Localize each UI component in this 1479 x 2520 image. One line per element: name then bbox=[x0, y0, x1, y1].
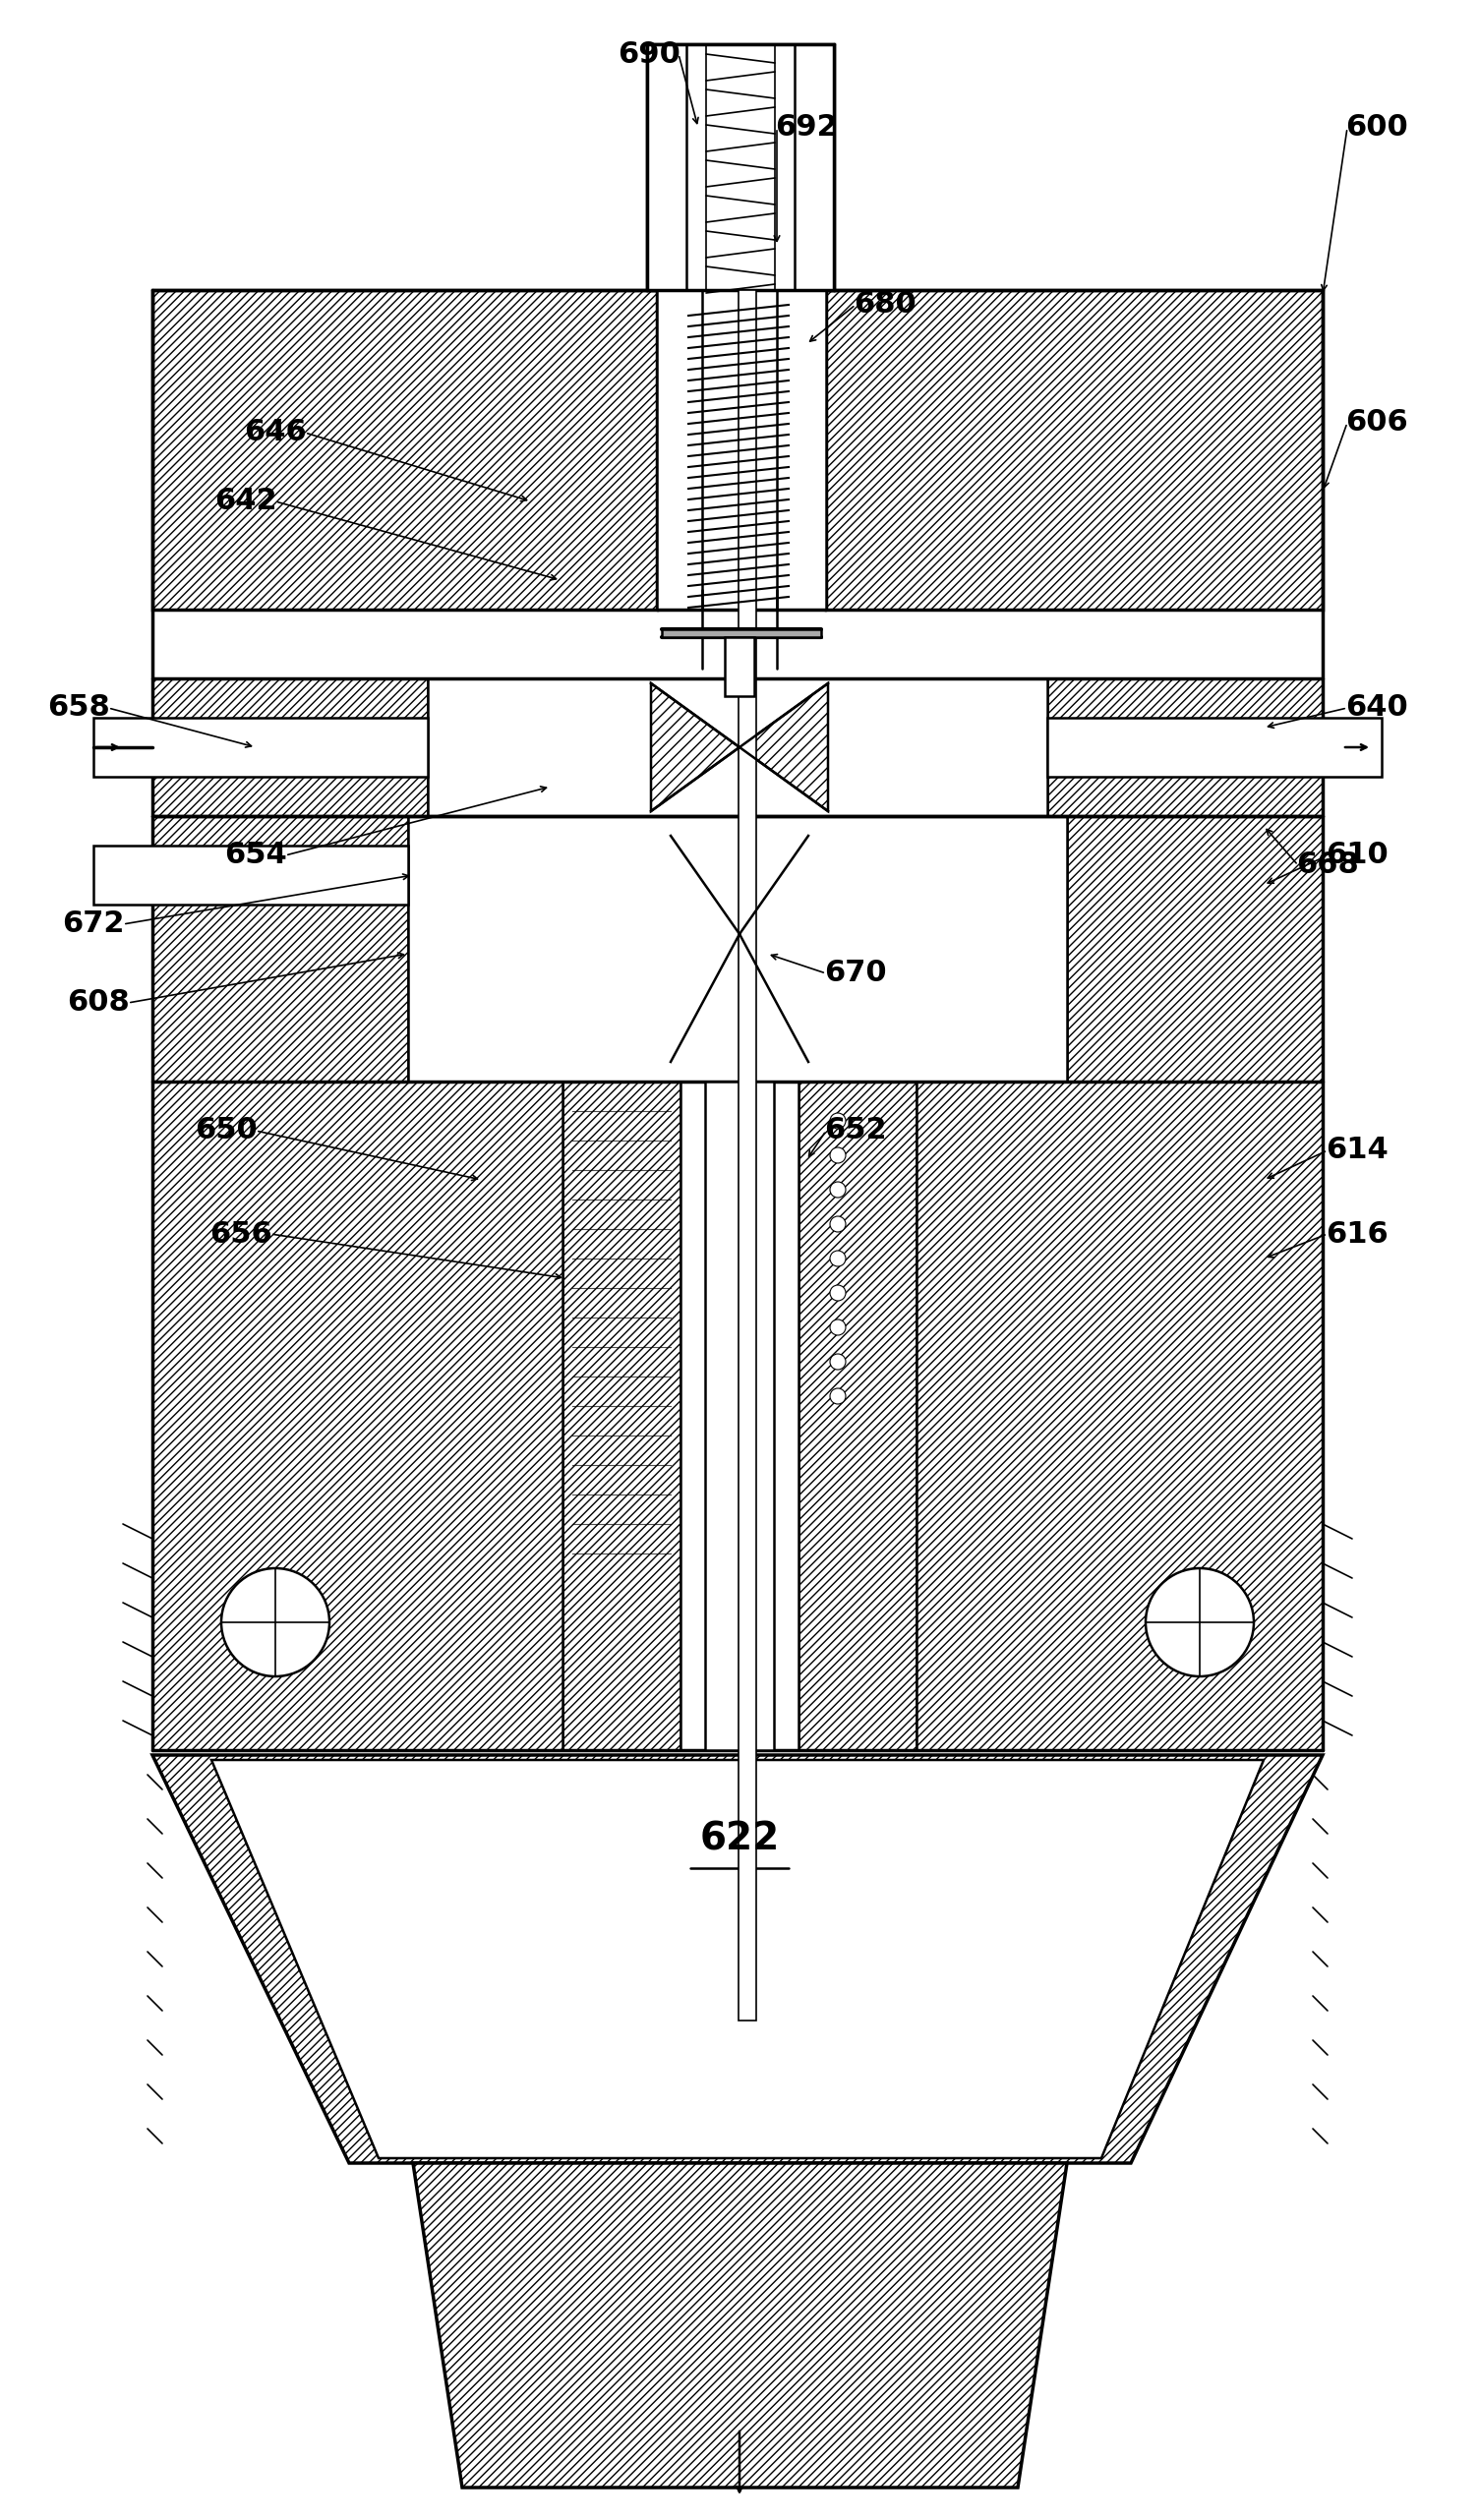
Bar bbox=[705, 1081, 774, 1749]
Text: 690: 690 bbox=[618, 40, 680, 68]
Bar bbox=[799, 1081, 917, 1749]
Text: 672: 672 bbox=[62, 910, 124, 937]
Circle shape bbox=[830, 1182, 846, 1197]
Text: 680: 680 bbox=[853, 290, 917, 320]
Circle shape bbox=[222, 1567, 330, 1676]
Bar bbox=[661, 630, 821, 638]
Polygon shape bbox=[413, 2162, 1066, 2487]
Bar bbox=[917, 1081, 1322, 1749]
Bar bbox=[1047, 718, 1381, 776]
Bar bbox=[680, 1081, 799, 1749]
Bar bbox=[152, 290, 657, 610]
Bar bbox=[827, 290, 1322, 610]
Text: 610: 610 bbox=[1325, 842, 1389, 869]
Circle shape bbox=[1146, 1567, 1254, 1676]
Bar bbox=[562, 1081, 680, 1749]
Text: 692: 692 bbox=[775, 113, 837, 141]
Text: 616: 616 bbox=[1325, 1220, 1389, 1247]
Text: 606: 606 bbox=[1346, 408, 1408, 436]
Text: 642: 642 bbox=[214, 486, 277, 517]
Text: 652: 652 bbox=[824, 1116, 887, 1144]
Bar bbox=[1066, 816, 1322, 1081]
Circle shape bbox=[830, 1389, 846, 1404]
Bar bbox=[93, 847, 408, 905]
Text: 608: 608 bbox=[67, 988, 130, 1018]
Bar bbox=[738, 290, 756, 2021]
Polygon shape bbox=[740, 683, 828, 811]
Circle shape bbox=[830, 1114, 846, 1129]
Text: 614: 614 bbox=[1325, 1137, 1389, 1164]
Text: 600: 600 bbox=[1346, 113, 1408, 141]
Text: 658: 658 bbox=[47, 693, 109, 723]
Text: 656: 656 bbox=[210, 1220, 272, 1247]
Text: 650: 650 bbox=[195, 1116, 257, 1144]
Bar bbox=[427, 678, 1047, 816]
Circle shape bbox=[830, 1147, 846, 1164]
Text: 646: 646 bbox=[244, 418, 306, 446]
Circle shape bbox=[830, 1353, 846, 1371]
Bar bbox=[657, 290, 827, 610]
Circle shape bbox=[830, 1285, 846, 1300]
Circle shape bbox=[830, 1320, 846, 1336]
Circle shape bbox=[830, 1250, 846, 1268]
Text: 670: 670 bbox=[824, 960, 887, 988]
Bar bbox=[152, 1081, 562, 1749]
Bar bbox=[152, 678, 427, 816]
Text: 640: 640 bbox=[1346, 693, 1408, 723]
Text: 622: 622 bbox=[700, 1819, 779, 1857]
Circle shape bbox=[830, 1217, 846, 1232]
Bar bbox=[152, 816, 408, 1081]
Polygon shape bbox=[651, 683, 740, 811]
Polygon shape bbox=[152, 1754, 1322, 2162]
Bar bbox=[648, 45, 834, 290]
Text: 654: 654 bbox=[225, 842, 287, 869]
Polygon shape bbox=[211, 1759, 1263, 2157]
Text: 668: 668 bbox=[1296, 852, 1359, 879]
Bar bbox=[408, 816, 1066, 1081]
Bar bbox=[1047, 678, 1322, 816]
Bar bbox=[93, 718, 427, 776]
Bar bbox=[725, 638, 754, 696]
